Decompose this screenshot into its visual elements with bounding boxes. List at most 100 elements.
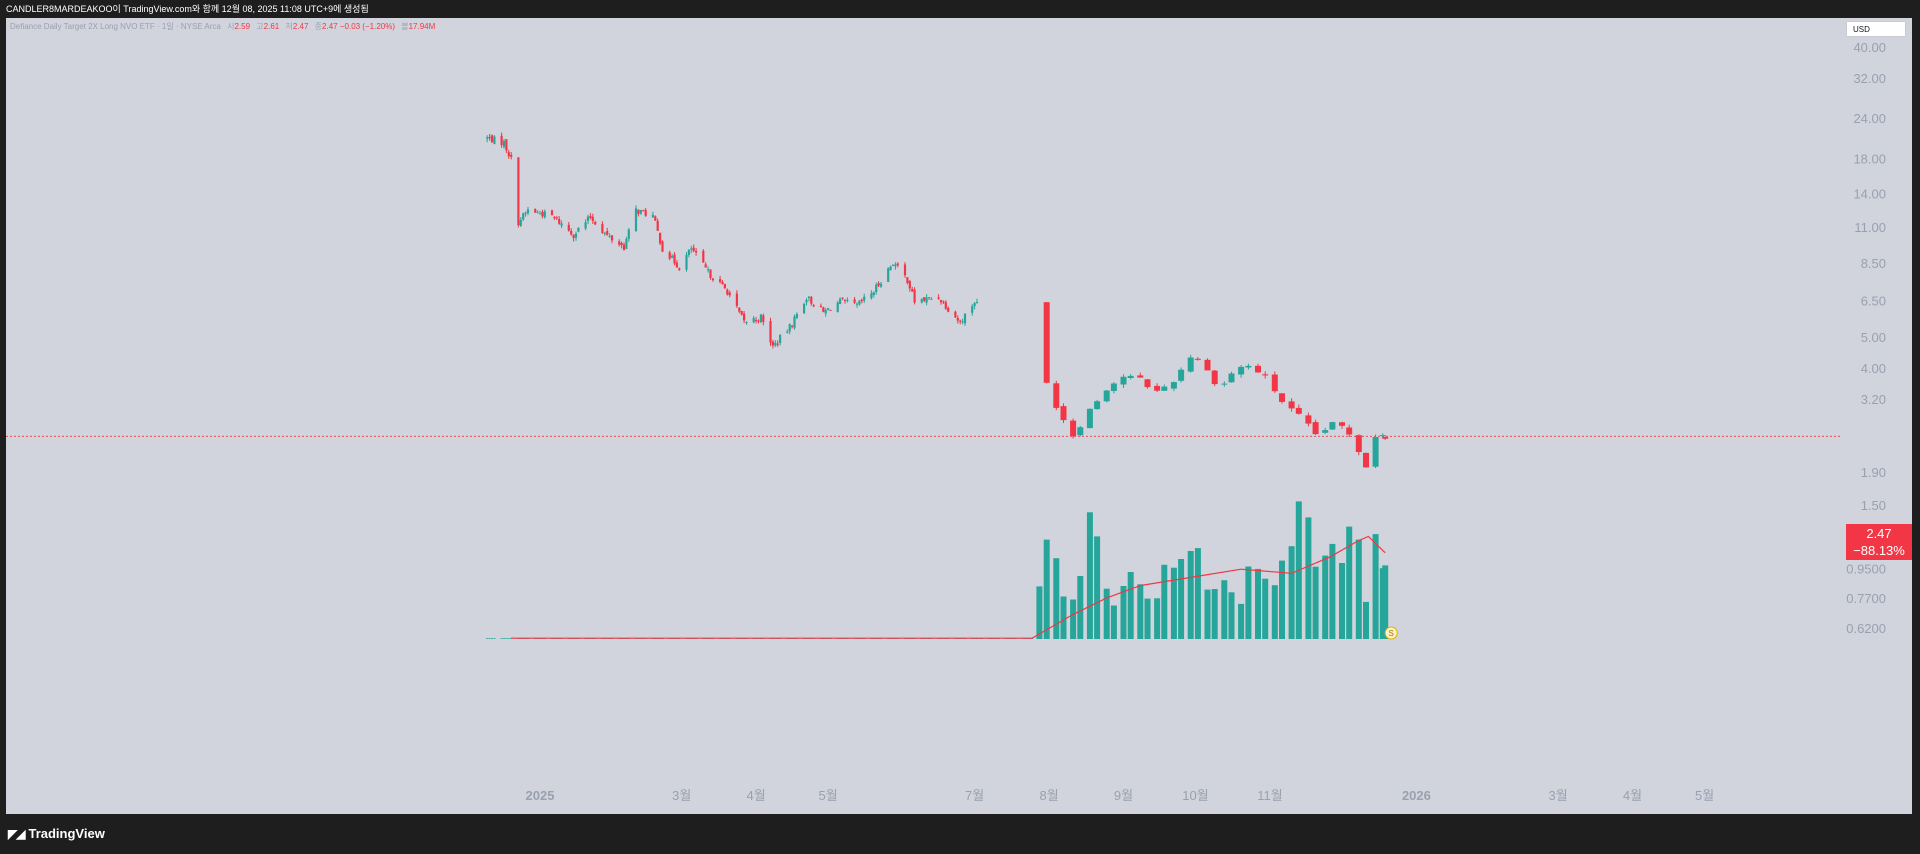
- candle: [620, 241, 623, 249]
- candle: [695, 248, 698, 256]
- x-tick-label: 3월: [1548, 788, 1567, 803]
- candle: [574, 231, 578, 241]
- candle: [704, 262, 707, 268]
- candle: [889, 265, 892, 271]
- candle: [673, 252, 676, 266]
- volume-bar: [1238, 603, 1245, 639]
- volume-bar: [1103, 588, 1110, 639]
- candle: [975, 298, 979, 304]
- candle: [1322, 427, 1329, 435]
- y-tick-label: 1.50: [1861, 498, 1886, 513]
- candle: [558, 216, 561, 225]
- volume-bar: [491, 638, 493, 639]
- volume-bar: [1187, 551, 1194, 639]
- candle: [555, 216, 558, 220]
- candle: [863, 293, 866, 303]
- volume-label: 볼: [401, 22, 409, 31]
- candle: [1120, 374, 1127, 388]
- candle: [534, 208, 537, 213]
- candle: [1262, 371, 1269, 379]
- volume-bar: [1382, 565, 1389, 639]
- snapshot-caption: CANDLER8MARDEAKOO이 TradingView.com와 함께 1…: [6, 4, 369, 14]
- candle: [1043, 302, 1050, 384]
- chart-pane[interactable]: 40.00 32.00 24.00 18.00 14.00 11.00 8.50 6.50 5.…: [6, 18, 1912, 814]
- candle: [858, 300, 861, 306]
- candle: [1238, 365, 1245, 378]
- candle: [709, 269, 712, 280]
- close-value: 2.47: [322, 22, 338, 31]
- volume-bar: [1194, 548, 1201, 639]
- candle: [961, 318, 964, 325]
- candle: [625, 236, 628, 250]
- candle: [735, 290, 738, 308]
- x-tick-label: 2025: [526, 788, 555, 803]
- candle: [925, 294, 928, 306]
- candle: [879, 282, 883, 288]
- candle: [603, 232, 606, 236]
- volume-bar: [1036, 586, 1043, 639]
- candle: [755, 317, 758, 324]
- candle: [522, 212, 525, 222]
- candle: [920, 297, 923, 304]
- candle: [908, 280, 911, 292]
- candle: [685, 252, 688, 272]
- x-tick-label: 9월: [1114, 788, 1133, 803]
- candle: [505, 139, 508, 154]
- volume-bar: [1288, 546, 1295, 639]
- volume-bar: [1372, 534, 1379, 639]
- volume-bar: [1060, 596, 1067, 639]
- candle: [536, 210, 539, 214]
- volume-bar: [1228, 592, 1235, 639]
- candle: [812, 303, 815, 308]
- volume-bar: [1161, 564, 1168, 639]
- tradingview-logo[interactable]: ◤◢ TradingView: [8, 826, 105, 842]
- candle: [788, 323, 791, 335]
- volume-bar: [1127, 572, 1134, 639]
- candle: [586, 214, 590, 225]
- candle: [1329, 421, 1336, 431]
- candle: [963, 313, 967, 326]
- candle: [591, 213, 594, 224]
- price-chart[interactable]: 40.00 32.00 24.00 18.00 14.00 11.00 8.50 6.50 5.…: [6, 18, 1912, 814]
- volume-bar: [1255, 568, 1261, 639]
- candle: [944, 300, 947, 310]
- last-price-change: −88.13%: [1853, 543, 1905, 558]
- candle: [644, 208, 647, 217]
- candle: [661, 240, 664, 253]
- candle: [1355, 434, 1362, 456]
- x-tick-label: 2026: [1402, 788, 1431, 803]
- volume-bar: [493, 638, 496, 639]
- x-tick-label: 4월: [1623, 788, 1642, 803]
- candle: [654, 215, 657, 221]
- candle: [690, 245, 693, 254]
- low-value: 2.47: [292, 22, 309, 31]
- candle: [795, 312, 798, 320]
- candle: [896, 262, 899, 268]
- volume-bar: [1120, 586, 1127, 639]
- volume-bar: [1279, 560, 1285, 639]
- volume-bar: [1312, 566, 1319, 639]
- candle: [543, 209, 546, 219]
- volume-bar: [1271, 585, 1278, 639]
- volume-bar: [1211, 589, 1218, 639]
- y-tick-label: 18.00: [1853, 151, 1886, 166]
- event-marker[interactable]: S: [1384, 626, 1398, 640]
- symbol-description: Defiance Daily Target 2X Long NVO ETF · …: [10, 22, 221, 31]
- y-tick-label: 8.50: [1861, 256, 1886, 271]
- x-tick-label: 8월: [1039, 788, 1058, 803]
- volume-bar: [1144, 598, 1151, 639]
- y-tick-label: 11.00: [1854, 220, 1886, 235]
- candle: [572, 234, 575, 242]
- candle: [779, 334, 782, 346]
- candle: [642, 209, 645, 212]
- candle: [738, 307, 741, 314]
- candle: [942, 300, 945, 304]
- candle: [589, 213, 592, 220]
- candle: [541, 209, 544, 219]
- candle: [1127, 374, 1134, 380]
- open-value: 2.59: [234, 22, 251, 31]
- y-tick-label: 0.7700: [1846, 591, 1886, 606]
- currency-button[interactable]: USD: [1846, 21, 1906, 37]
- candle: [870, 290, 873, 300]
- volume-bar: [486, 638, 489, 639]
